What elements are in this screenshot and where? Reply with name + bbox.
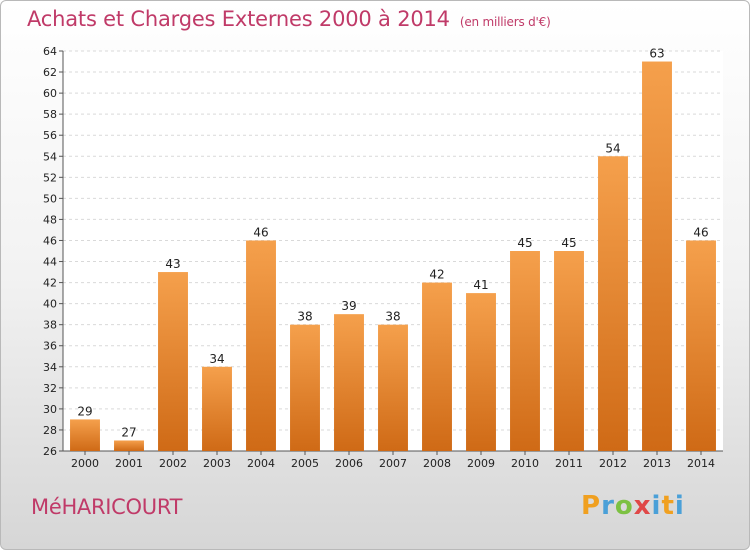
y-tick-label: 60 [43, 87, 57, 100]
bar-value-label: 54 [605, 141, 620, 155]
bar [290, 324, 320, 451]
chart-title: Achats et Charges Externes 2000 à 2014 (e… [27, 7, 551, 31]
bar-value-label: 43 [165, 257, 180, 271]
bar-value-label: 46 [253, 225, 268, 239]
bar-value-label: 29 [77, 404, 92, 418]
x-tick-label: 2010 [511, 457, 539, 470]
x-tick-label: 2005 [291, 457, 319, 470]
logo-letter: r [601, 491, 615, 521]
x-tick-label: 2004 [247, 457, 275, 470]
y-tick-label: 62 [43, 66, 57, 79]
bar [114, 440, 144, 451]
y-tick-label: 52 [43, 171, 57, 184]
x-tick-label: 2011 [555, 457, 583, 470]
y-tick-label: 38 [43, 319, 57, 332]
bar [246, 240, 276, 451]
bar-value-label: 34 [209, 352, 224, 366]
bar [158, 272, 188, 451]
x-tick-label: 2013 [643, 457, 671, 470]
chart-title-text: Achats et Charges Externes 2000 à 2014 [27, 7, 450, 31]
x-tick-label: 2007 [379, 457, 407, 470]
chart-subtitle: (en milliers d'€) [459, 15, 551, 29]
bar [466, 293, 496, 451]
bar-value-label: 41 [473, 278, 488, 292]
y-tick-label: 54 [43, 150, 57, 163]
bar-value-label: 46 [693, 225, 708, 239]
y-tick-label: 64 [43, 45, 57, 58]
x-tick-label: 2003 [203, 457, 231, 470]
y-tick-label: 56 [43, 129, 57, 142]
logo-letter: o [614, 491, 634, 521]
bar-value-label: 42 [429, 268, 444, 282]
y-tick-label: 40 [43, 298, 57, 311]
bar-value-label: 39 [341, 299, 356, 313]
y-tick-label: 30 [43, 403, 57, 416]
bar [510, 251, 540, 451]
bar [70, 419, 100, 451]
y-tick-label: 32 [43, 382, 57, 395]
y-tick-label: 58 [43, 108, 57, 121]
x-tick-label: 2006 [335, 457, 363, 470]
logo-letter: P [581, 491, 602, 521]
bar [598, 156, 628, 451]
y-tick-label: 50 [43, 192, 57, 205]
y-tick-label: 26 [43, 445, 57, 458]
logo-letter: i [651, 491, 662, 521]
bar-value-label: 63 [649, 47, 664, 61]
x-tick-label: 2000 [71, 457, 99, 470]
x-tick-label: 2012 [599, 457, 627, 470]
y-tick-label: 36 [43, 340, 57, 353]
bar-value-label: 38 [297, 310, 312, 324]
y-tick-label: 42 [43, 277, 57, 290]
y-tick-label: 44 [43, 256, 57, 269]
bar [202, 366, 232, 451]
x-tick-label: 2008 [423, 457, 451, 470]
proxiti-logo: Proxiti [581, 491, 685, 521]
bar [686, 240, 716, 451]
commune-name: MéHARICOURT [31, 495, 183, 519]
bar [422, 282, 452, 451]
x-tick-label: 2014 [687, 457, 715, 470]
bar-value-label: 27 [121, 425, 136, 439]
y-tick-label: 28 [43, 424, 57, 437]
logo-letter: t [661, 491, 675, 521]
x-tick-label: 2001 [115, 457, 143, 470]
x-tick-label: 2002 [159, 457, 187, 470]
bar-value-label: 38 [385, 310, 400, 324]
bar [334, 314, 364, 451]
bar [554, 251, 584, 451]
bar [378, 324, 408, 451]
x-tick-label: 2009 [467, 457, 495, 470]
logo-letter: x [633, 491, 652, 521]
y-tick-label: 34 [43, 361, 57, 374]
y-tick-label: 46 [43, 234, 57, 247]
bar [642, 61, 672, 452]
bar-value-label: 45 [517, 236, 532, 250]
logo-letter: i [674, 491, 685, 521]
y-tick-label: 48 [43, 213, 57, 226]
bar-value-label: 45 [561, 236, 576, 250]
